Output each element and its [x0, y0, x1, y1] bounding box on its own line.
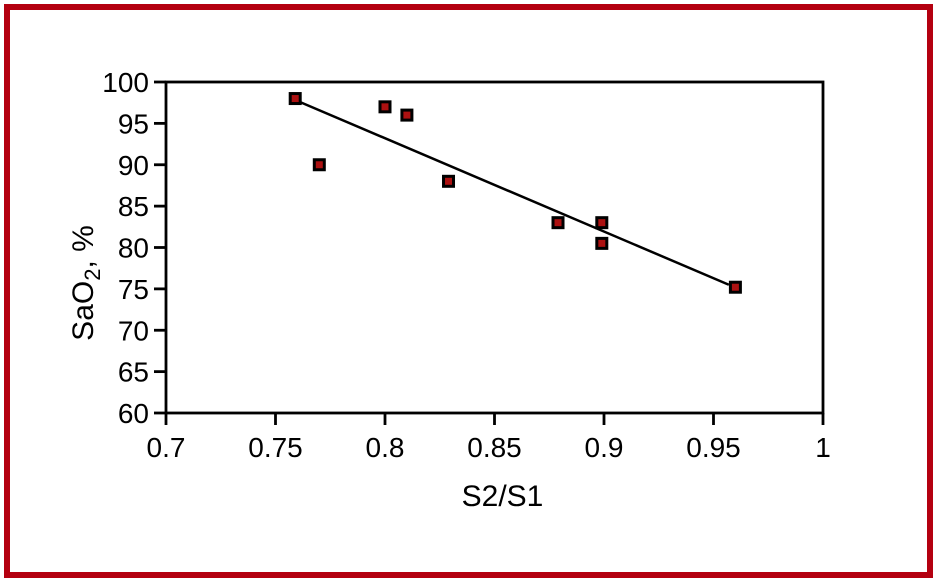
data-point-marker	[442, 174, 456, 188]
x-tick-label: 0.8	[366, 432, 405, 463]
data-point-marker	[728, 280, 742, 294]
y-tick-label: 100	[102, 67, 149, 98]
data-point-marker	[400, 108, 414, 122]
y-tick-label: 60	[118, 398, 149, 429]
y-tick-label: 95	[118, 108, 149, 139]
plot-frame	[164, 80, 825, 415]
y-tick-label: 80	[118, 233, 149, 264]
x-tick-label: 0.95	[686, 432, 741, 463]
data-point-marker	[595, 216, 609, 230]
y-tick-label: 90	[118, 150, 149, 181]
y-axis-title: SaO2, %	[67, 225, 105, 341]
data-point-marker	[595, 236, 609, 250]
x-tick-label: 0.9	[585, 432, 624, 463]
trend-line	[299, 100, 730, 286]
y-tick-label: 70	[118, 315, 149, 346]
y-tick-label: 65	[118, 357, 149, 388]
y-tick-label: 85	[118, 191, 149, 222]
x-tick-label: 0.85	[467, 432, 522, 463]
x-axis-title: S2/S1	[462, 480, 544, 513]
data-point-marker	[288, 92, 302, 106]
x-tick-label: 1	[815, 432, 831, 463]
data-point-marker	[378, 100, 392, 114]
x-tick-label: 0.75	[248, 432, 303, 463]
y-tick-label: 75	[118, 274, 149, 305]
data-point-marker	[312, 158, 326, 172]
x-tick-label: 0.7	[147, 432, 186, 463]
data-point-marker	[551, 216, 565, 230]
